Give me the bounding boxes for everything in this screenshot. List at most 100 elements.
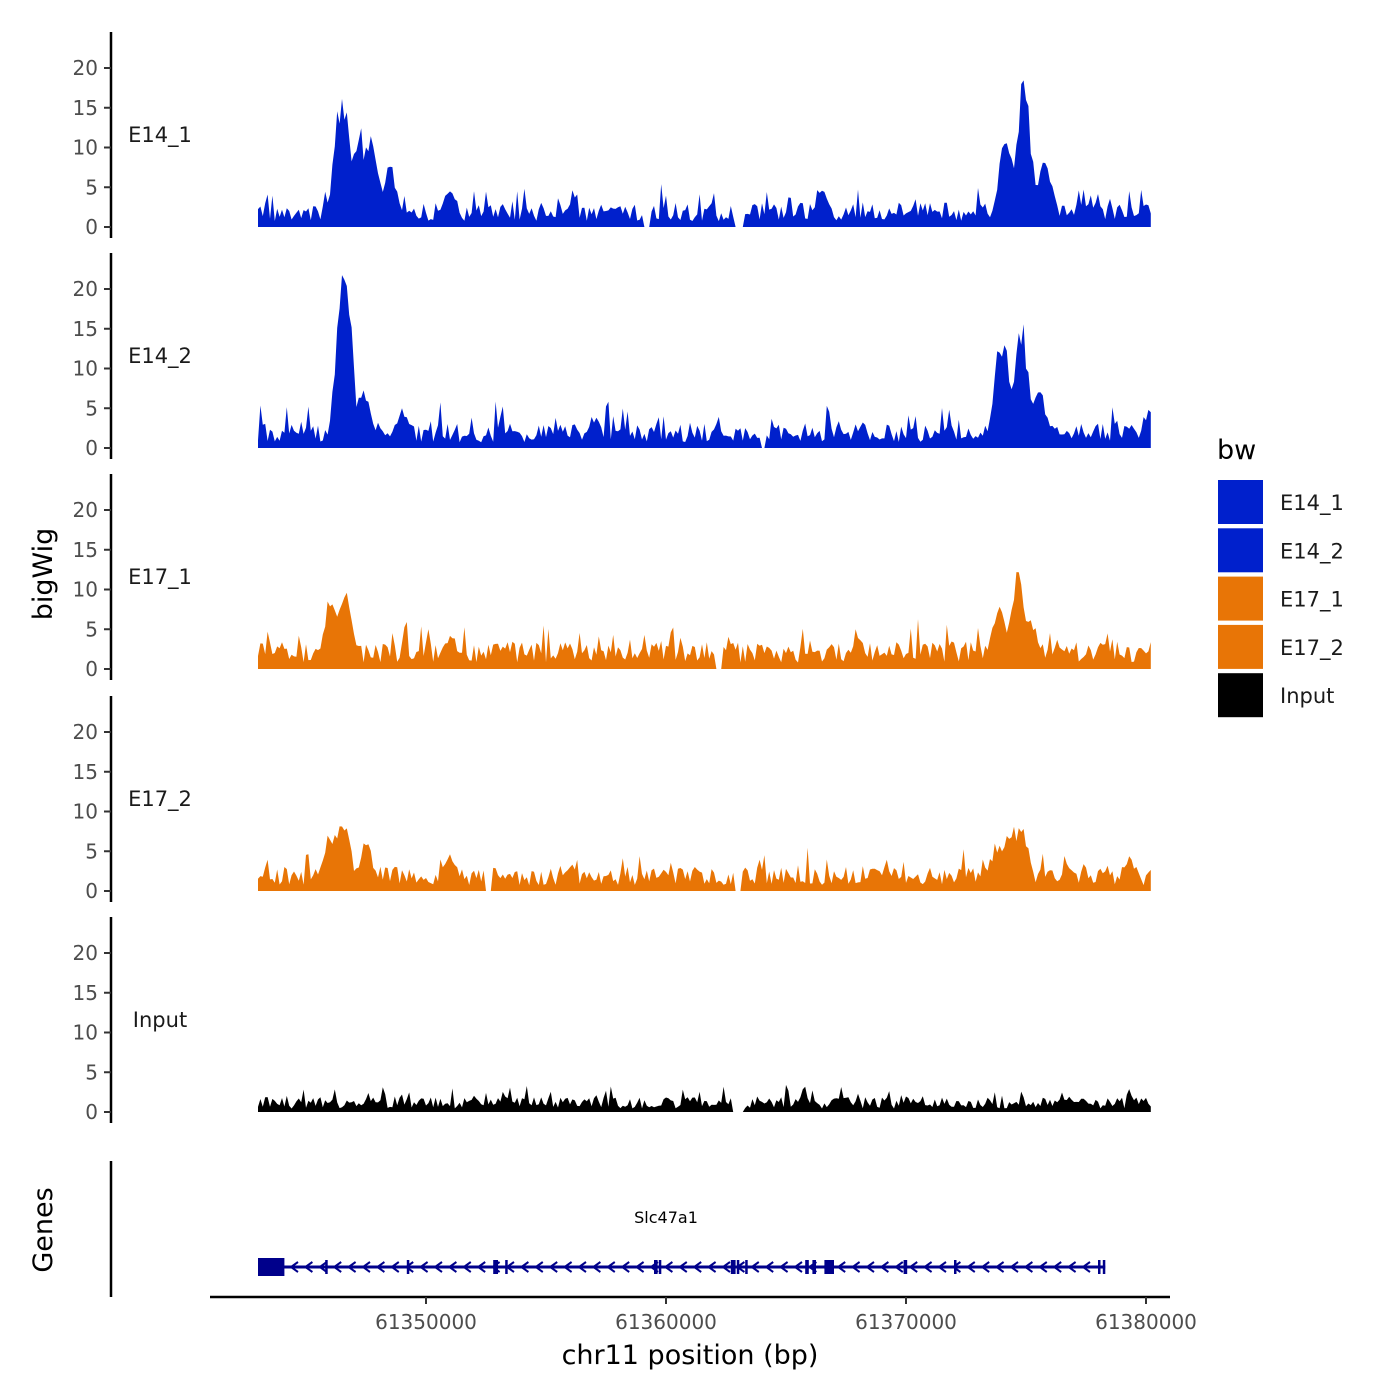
legend-key-input bbox=[1218, 673, 1263, 718]
track-label: E14_2 bbox=[128, 344, 192, 369]
gene-exon bbox=[730, 1260, 736, 1274]
legend-label: Input bbox=[1280, 684, 1334, 708]
track-label: E17_1 bbox=[128, 565, 192, 590]
y-tick-label: 10 bbox=[73, 578, 98, 602]
track-label: E14_1 bbox=[128, 123, 192, 148]
track-label: E17_2 bbox=[128, 787, 192, 812]
strand-arrow bbox=[922, 1261, 933, 1273]
strand-arrow bbox=[778, 1261, 789, 1273]
strand-arrow bbox=[678, 1261, 688, 1273]
gene-label: Slc47a1 bbox=[634, 1208, 698, 1227]
y-tick-label: 15 bbox=[73, 760, 98, 784]
strand-arrow bbox=[462, 1261, 472, 1273]
x-tick-label: 61370000 bbox=[855, 1310, 957, 1334]
strand-arrow bbox=[937, 1261, 947, 1273]
y-tick-label: 5 bbox=[85, 839, 98, 863]
strand-arrow bbox=[951, 1261, 961, 1273]
y-tick-label: 15 bbox=[73, 96, 98, 120]
gene-exon bbox=[258, 1258, 285, 1276]
y-tick-label: 5 bbox=[85, 396, 98, 420]
strand-arrow bbox=[332, 1261, 342, 1273]
legend-label: E17_2 bbox=[1280, 636, 1344, 661]
x-ticks: 61350000 61360000 61370000 61380000 bbox=[375, 1297, 1197, 1334]
strand-arrow bbox=[1023, 1261, 1033, 1273]
gene-exon bbox=[954, 1260, 957, 1274]
y-tick-label: 0 bbox=[85, 215, 98, 239]
x-axis: 61350000 61360000 61370000 61380000 chr11 p… bbox=[210, 1295, 1197, 1371]
y-tick-label: 5 bbox=[85, 1060, 98, 1084]
gene-exon bbox=[654, 1260, 658, 1274]
signal-area-e17_2 bbox=[258, 826, 1151, 891]
legend: bw E14_1 E14_2 E17_1 E17_2 Input bbox=[1217, 435, 1344, 718]
gene-exon bbox=[493, 1260, 498, 1274]
strand-arrow bbox=[562, 1261, 573, 1273]
strand-arrow bbox=[793, 1261, 803, 1273]
strand-arrow bbox=[966, 1261, 976, 1273]
strand-arrow bbox=[361, 1261, 371, 1273]
x-axis-title: chr11 position (bp) bbox=[562, 1340, 819, 1371]
strand-arrow bbox=[404, 1261, 414, 1273]
y-axis-title: bigWig bbox=[28, 528, 59, 621]
x-tick-label: 61380000 bbox=[1095, 1310, 1197, 1334]
strand-arrow bbox=[318, 1261, 328, 1273]
strand-arrow bbox=[390, 1261, 400, 1273]
gene-body bbox=[258, 1258, 1106, 1276]
legend-key-e17_1 bbox=[1218, 576, 1263, 621]
legend-key-e14_1 bbox=[1218, 480, 1263, 524]
y-tick-label: 20 bbox=[73, 720, 98, 744]
strand-arrow bbox=[750, 1261, 760, 1273]
signal-area-e14_2 bbox=[258, 275, 1151, 448]
strand-arrow bbox=[433, 1261, 443, 1273]
y-tick-label: 10 bbox=[73, 1021, 98, 1045]
legend-label: E14_1 bbox=[1280, 491, 1344, 516]
gene-track: Slc47a1 bbox=[109, 1161, 1106, 1297]
strand-arrow bbox=[706, 1261, 717, 1273]
y-tick-label: 10 bbox=[73, 136, 98, 160]
legend-entries: E14_1 E14_2 E17_1 E17_2 Input bbox=[1218, 480, 1344, 718]
strand-arrow bbox=[865, 1261, 875, 1273]
y-tick-label: 0 bbox=[85, 436, 98, 460]
strand-arrow bbox=[375, 1261, 385, 1273]
gene-exon bbox=[903, 1260, 908, 1274]
signal-area-input bbox=[258, 1084, 1151, 1112]
gene-exon bbox=[658, 1260, 662, 1274]
strand-arrow bbox=[534, 1261, 544, 1273]
gene-exon bbox=[745, 1260, 748, 1274]
strand-arrow bbox=[850, 1261, 861, 1273]
genes-axis-title: Genes bbox=[28, 1187, 59, 1272]
legend-title: bw bbox=[1217, 435, 1256, 466]
gene-exon bbox=[1102, 1260, 1106, 1274]
strand-arrow bbox=[1052, 1261, 1062, 1273]
x-tick-label: 61350000 bbox=[375, 1310, 477, 1334]
y-tick-label: 0 bbox=[85, 879, 98, 903]
strand-arrow bbox=[836, 1261, 846, 1273]
y-tick-label: 15 bbox=[73, 538, 98, 562]
y-tick-label: 5 bbox=[85, 617, 98, 641]
strand-arrow bbox=[764, 1261, 774, 1273]
gene-exon bbox=[736, 1260, 740, 1274]
strand-arrow bbox=[721, 1261, 731, 1273]
y-tick-label: 20 bbox=[73, 277, 98, 301]
gene-exon bbox=[812, 1260, 816, 1274]
y-tick-label: 15 bbox=[73, 981, 98, 1005]
track-panel-e14_2: 0 5 10 15 20 E14_2 bbox=[73, 253, 1151, 460]
legend-label: E14_2 bbox=[1280, 539, 1344, 564]
strand-arrow bbox=[289, 1261, 299, 1273]
gene-exon bbox=[805, 1260, 809, 1274]
track-label: Input bbox=[133, 1008, 187, 1032]
strand-arrow bbox=[1066, 1261, 1077, 1273]
y-tick-label: 0 bbox=[85, 1100, 98, 1124]
strand-arrow bbox=[548, 1261, 558, 1273]
strand-arrow bbox=[634, 1261, 645, 1273]
y-tick-label: 20 bbox=[73, 498, 98, 522]
signal-area-e17_1 bbox=[258, 572, 1151, 669]
legend-key-e17_2 bbox=[1218, 624, 1263, 669]
strand-arrow bbox=[894, 1261, 904, 1273]
strand-arrow bbox=[447, 1261, 457, 1273]
y-tick-label: 15 bbox=[73, 317, 98, 341]
track-panel-e17_1: 0 5 10 15 20 E17_1 bbox=[73, 474, 1151, 681]
legend-label: E17_1 bbox=[1280, 588, 1344, 613]
gene-exon bbox=[406, 1260, 410, 1274]
strand-arrow bbox=[620, 1261, 630, 1273]
y-tick-label: 20 bbox=[73, 941, 98, 965]
